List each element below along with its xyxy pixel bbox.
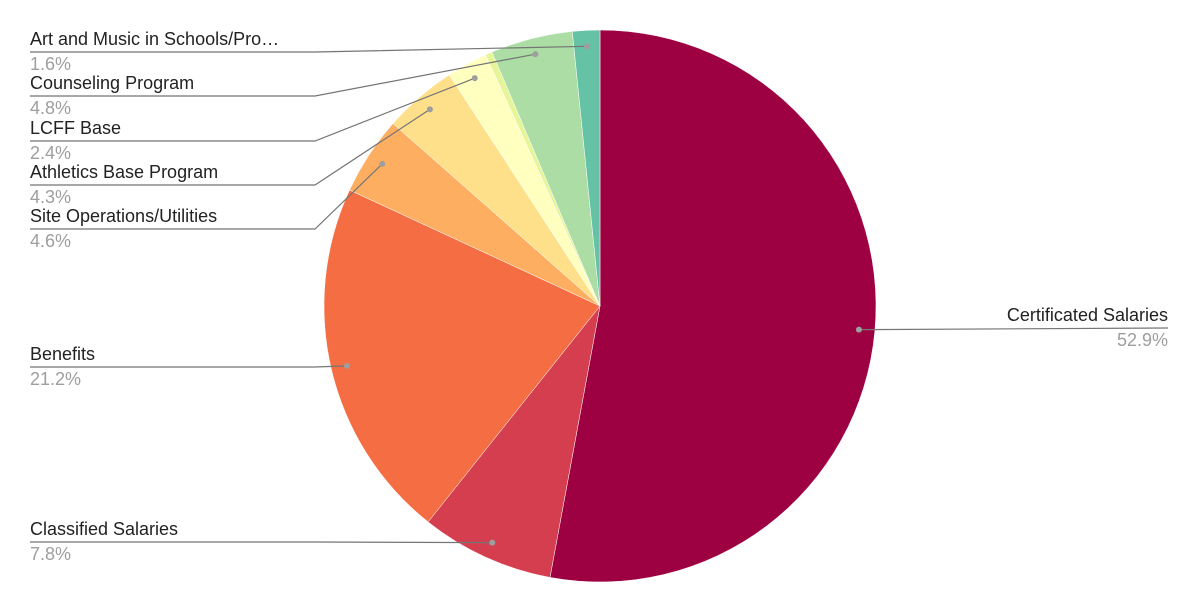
- slice-label: Classified Salaries: [30, 519, 178, 539]
- leader-dot: [489, 539, 496, 546]
- value-label: 21.2%: [30, 369, 81, 389]
- leader-dot: [471, 75, 478, 82]
- value-label: 1.6%: [30, 54, 71, 74]
- leader-line: [30, 45, 587, 53]
- slice-label: Benefits: [30, 344, 95, 364]
- slice-label: Counseling Program: [30, 73, 194, 93]
- pie-slice: [323, 189, 601, 523]
- slice-label: Athletics Base Program: [30, 162, 218, 182]
- leader-line: [30, 53, 536, 97]
- pie-slice: [427, 305, 601, 578]
- leader-dot: [583, 43, 590, 50]
- pie-slice: [549, 29, 877, 583]
- leader-dot: [379, 160, 386, 167]
- leader-line: [30, 163, 383, 230]
- slice-label: Certificated Salaries: [1007, 305, 1168, 325]
- slice-label: Art and Music in Schools/Pro…: [30, 29, 279, 49]
- leader-line: [30, 541, 493, 544]
- value-label: 52.9%: [1117, 330, 1168, 350]
- slice-label: LCFF Base: [30, 118, 121, 138]
- leader-dot: [426, 106, 433, 113]
- leader-dot: [343, 362, 350, 369]
- leader-dot: [532, 51, 539, 58]
- leader-line: [30, 108, 431, 186]
- value-label: 4.6%: [30, 231, 71, 251]
- leader-dot: [855, 326, 862, 333]
- pie-slice: [572, 29, 601, 307]
- slice-label: Site Operations/Utilities: [30, 206, 217, 226]
- leader-line: [858, 327, 1169, 331]
- leader-line: [30, 77, 475, 142]
- value-label: 4.3%: [30, 187, 71, 207]
- value-label: 2.4%: [30, 143, 71, 163]
- value-label: 7.8%: [30, 544, 71, 564]
- leader-line: [30, 365, 348, 368]
- value-label: 4.8%: [30, 98, 71, 118]
